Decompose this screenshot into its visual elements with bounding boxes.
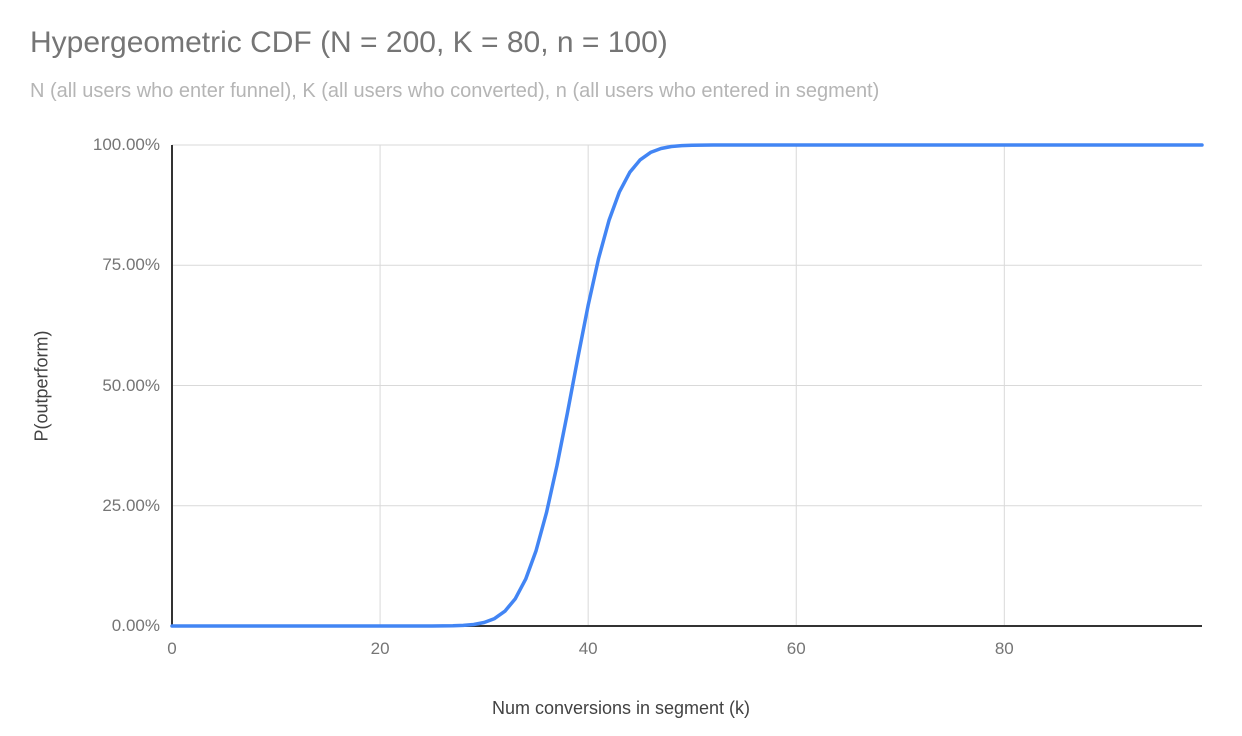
y-tick-label: 100.00% [92,135,160,154]
y-tick-label: 25.00% [102,495,160,515]
x-tick-label: 20 [370,639,390,658]
x-tick-label: 60 [786,639,806,658]
y-tick-label: 75.00% [102,255,160,275]
y-axis-title: P(outperform) [31,330,52,442]
y-tick-label: 50.00% [102,375,160,395]
y-tick-label: 0.00% [111,616,160,635]
x-tick-label: 80 [994,639,1014,658]
x-tick-label: 0 [167,639,177,658]
chart-title: Hypergeometric CDF (N = 200, K = 80, n =… [30,26,668,59]
cdf-curve [170,143,1204,628]
x-tick-label: 40 [578,639,598,658]
x-axis-title: Num conversions in segment (k) [491,698,751,718]
chart-subtitle: N (all users who enter funnel), K (all u… [30,80,880,102]
